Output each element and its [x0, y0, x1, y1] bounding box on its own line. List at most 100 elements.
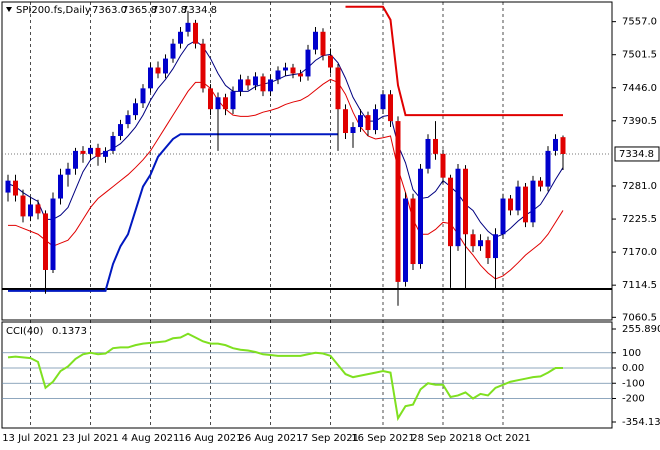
- candle-body: [485, 240, 491, 259]
- candle-body: [230, 91, 236, 110]
- indicator-value: 0.1373: [52, 326, 87, 337]
- candle-body: [523, 186, 528, 223]
- candle-body: [545, 150, 551, 187]
- x-tick-label: 13 Jul 2021: [2, 433, 59, 444]
- y-tick-label: 7225.5: [622, 214, 657, 225]
- indicator-panel: [1, 321, 613, 429]
- candle-body: [65, 168, 71, 175]
- candle-body: [493, 234, 498, 259]
- header-low: 7307.8: [152, 5, 187, 16]
- candle-body: [170, 43, 176, 59]
- candle-body: [560, 137, 566, 154]
- candle-body: [433, 138, 438, 154]
- indicator-tick-label: 100: [622, 348, 641, 359]
- candle-body: [553, 138, 558, 151]
- candle-body: [328, 55, 333, 68]
- candle-body: [103, 150, 108, 157]
- y-tick-label: 7170.0: [622, 247, 657, 258]
- x-tick-label: 23 Jul 2021: [62, 433, 119, 444]
- chart-title: SPI200.fs,Daily: [16, 5, 91, 16]
- y-tick-label: 7390.5: [622, 116, 657, 127]
- indicator-tick-label: 255.8902: [622, 324, 660, 335]
- y-tick-label: 7446.0: [622, 83, 657, 94]
- header-open: 7363.0: [92, 5, 127, 16]
- candle-body: [253, 76, 258, 86]
- candle-body: [358, 115, 363, 128]
- candle-body: [290, 67, 296, 74]
- candle-body: [365, 115, 371, 131]
- candle-body: [418, 168, 423, 265]
- candle-body: [43, 213, 48, 270]
- candle-body: [538, 180, 543, 187]
- indicator-tick-label: -354.135: [622, 417, 660, 428]
- candle-body: [125, 115, 131, 125]
- candle-body: [388, 94, 393, 122]
- candle-body: [215, 97, 221, 110]
- candle-body: [403, 198, 408, 282]
- y-tick-label: 7557.0: [622, 17, 657, 28]
- candle-body: [470, 234, 476, 247]
- candle-body: [110, 135, 116, 151]
- candle-body: [58, 174, 63, 199]
- candle-body: [245, 79, 251, 86]
- indicator-label: CCI(40): [6, 326, 44, 337]
- candle-body: [275, 70, 281, 80]
- candle-body: [343, 109, 348, 134]
- candle-body: [298, 73, 303, 77]
- candle-body: [50, 198, 56, 270]
- candle-body: [478, 240, 483, 247]
- candle-body: [305, 49, 311, 77]
- candle-body: [13, 180, 18, 196]
- candle-body: [238, 79, 243, 92]
- candle-body: [268, 79, 273, 92]
- candle-body: [185, 22, 191, 32]
- x-tick-label: 28 Sep 2021: [411, 433, 474, 444]
- y-tick-label: 7281.0: [622, 181, 657, 192]
- candle-body: [178, 31, 183, 44]
- candle-body: [155, 67, 161, 74]
- header-close: 7334.8: [182, 5, 217, 16]
- candle-body: [455, 168, 461, 247]
- candle-body: [463, 168, 468, 235]
- candle-body: [163, 58, 168, 74]
- candle-body: [350, 127, 356, 134]
- indicator-line: [7, 332, 564, 422]
- candle-body: [118, 124, 123, 136]
- y-tick-label: 7501.5: [622, 50, 657, 61]
- candle-body: [5, 180, 11, 193]
- candle-body: [20, 195, 26, 217]
- x-tick-label: 7 Sep 2021: [302, 433, 359, 444]
- indicator-tick-label: 0.00: [622, 363, 644, 374]
- candle-body: [335, 67, 341, 110]
- resistance-line: [345, 5, 563, 117]
- candle-body: [88, 147, 93, 154]
- candle-body: [223, 97, 228, 110]
- candle-body: [410, 198, 416, 265]
- candle-body: [200, 43, 206, 89]
- candle-body: [148, 67, 153, 89]
- candle-body: [448, 177, 453, 247]
- indicator-tick-label: -200: [622, 394, 645, 405]
- x-tick-label: 16 Aug 2021: [178, 433, 242, 444]
- candle-body: [133, 103, 138, 116]
- candle-body: [208, 88, 213, 110]
- candle-body: [425, 138, 431, 169]
- x-tick-label: 16 Sep 2021: [351, 433, 414, 444]
- candle-body: [28, 204, 33, 217]
- ma-slow: [8, 78, 564, 280]
- candle-body: [395, 121, 401, 282]
- candle-body: [373, 109, 378, 131]
- candle-body: [35, 204, 41, 214]
- x-tick-label: 8 Oct 2021: [475, 433, 530, 444]
- candle-body: [530, 180, 536, 223]
- x-tick-label: 26 Aug 2021: [238, 433, 302, 444]
- candle-body: [193, 22, 198, 44]
- candle-body: [313, 31, 318, 50]
- candle-body: [515, 186, 521, 211]
- step-line: [8, 133, 338, 292]
- candle-body: [320, 31, 326, 56]
- menu-icon: [6, 7, 12, 12]
- candle-body: [508, 198, 513, 211]
- current-price-box: [614, 146, 660, 162]
- y-tick-label: 7114.5: [622, 280, 657, 291]
